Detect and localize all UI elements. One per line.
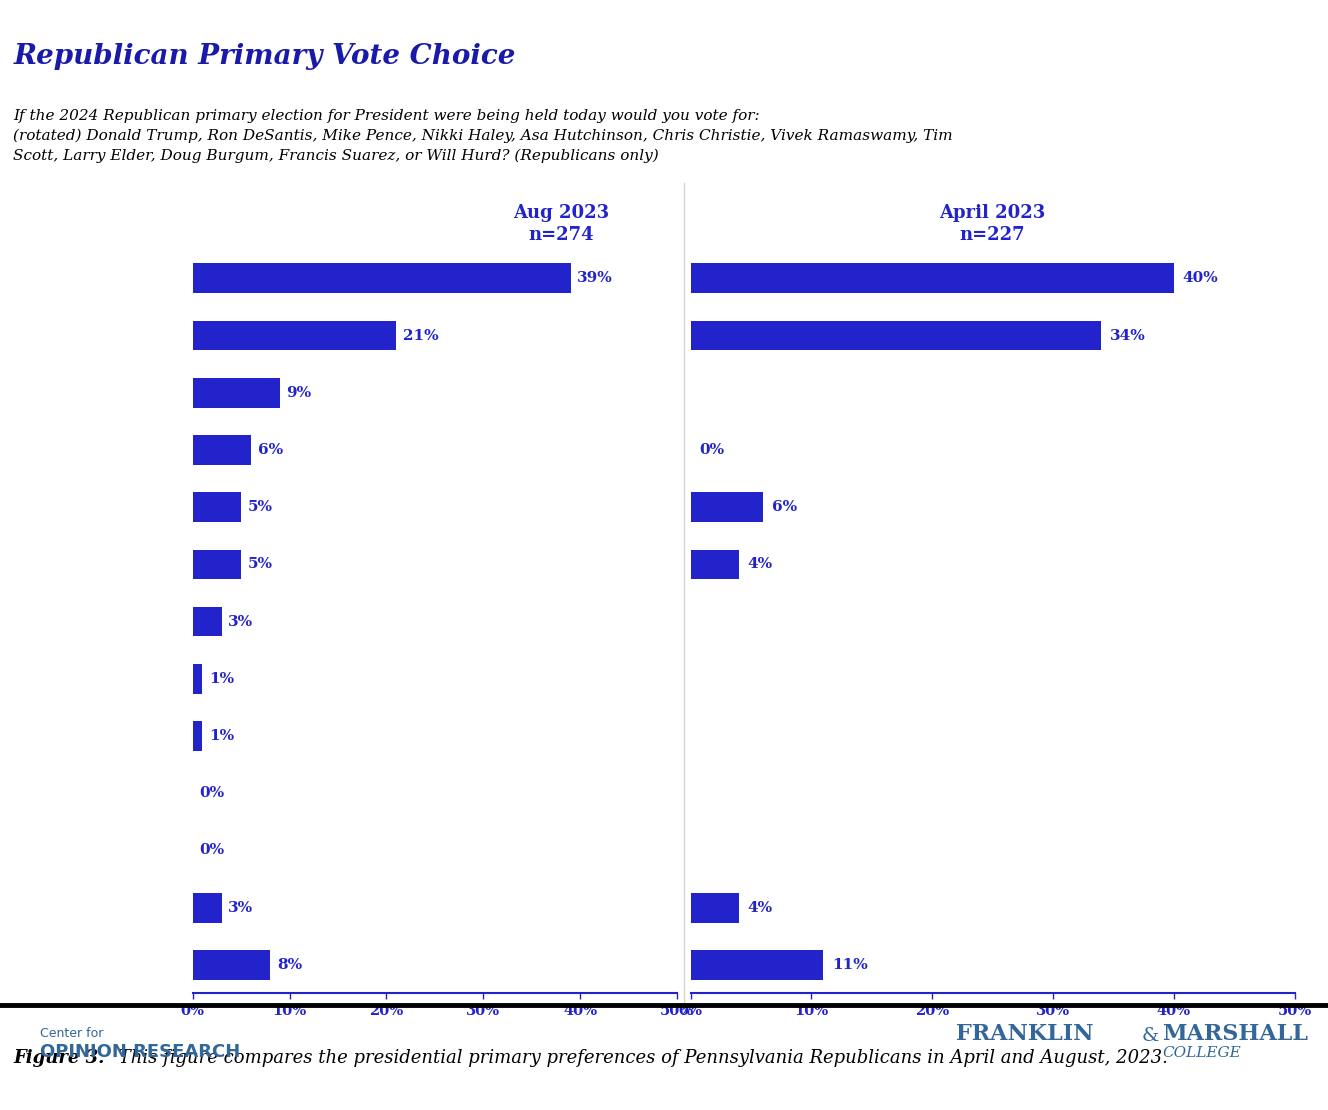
Text: 11%: 11% xyxy=(831,958,867,972)
Bar xyxy=(193,722,202,750)
Bar xyxy=(193,664,202,694)
Text: If the 2024 Republican primary election for President were being held today woul: If the 2024 Republican primary election … xyxy=(13,109,954,163)
Text: 4%: 4% xyxy=(748,900,773,915)
Bar xyxy=(193,263,571,293)
Text: 21%: 21% xyxy=(402,329,438,343)
Text: OPINION RESEARCH: OPINION RESEARCH xyxy=(40,1043,240,1061)
Text: 9%: 9% xyxy=(287,386,312,400)
Bar xyxy=(193,950,270,980)
Text: 0%: 0% xyxy=(199,786,224,800)
Text: n=227: n=227 xyxy=(960,226,1025,244)
Text: n=274: n=274 xyxy=(529,226,594,244)
Text: This figure compares the presidential primary preferences of Pennsylvania Republ: This figure compares the presidential pr… xyxy=(113,1049,1167,1067)
Text: &: & xyxy=(1142,1027,1159,1045)
Text: 3%: 3% xyxy=(228,615,254,628)
Text: 3%: 3% xyxy=(228,900,254,915)
Bar xyxy=(691,549,738,579)
Text: 8%: 8% xyxy=(278,958,301,972)
Text: 1%: 1% xyxy=(208,672,234,686)
Text: 6%: 6% xyxy=(258,443,283,457)
Text: Figure 3.: Figure 3. xyxy=(13,1049,105,1067)
Bar xyxy=(193,435,251,465)
Text: Aug 2023: Aug 2023 xyxy=(513,204,610,222)
Text: MARSHALL: MARSHALL xyxy=(1162,1023,1308,1046)
Text: 34%: 34% xyxy=(1110,329,1146,343)
Text: April 2023: April 2023 xyxy=(939,204,1046,222)
Bar xyxy=(691,263,1174,293)
Bar xyxy=(193,549,242,579)
Text: 5%: 5% xyxy=(248,557,272,572)
Text: 5%: 5% xyxy=(248,501,272,514)
Text: 4%: 4% xyxy=(748,557,773,572)
Text: 40%: 40% xyxy=(1182,271,1218,285)
Text: 1%: 1% xyxy=(208,729,234,743)
Text: COLLEGE: COLLEGE xyxy=(1162,1046,1240,1060)
Bar xyxy=(691,321,1101,351)
Bar xyxy=(691,892,738,922)
Bar xyxy=(691,493,764,522)
Bar xyxy=(193,321,396,351)
Text: FRANKLIN: FRANKLIN xyxy=(956,1023,1094,1046)
Text: 6%: 6% xyxy=(772,501,797,514)
Text: 0%: 0% xyxy=(699,443,724,457)
Bar xyxy=(193,493,242,522)
Text: Center for: Center for xyxy=(40,1027,104,1040)
Text: 39%: 39% xyxy=(578,271,614,285)
Bar xyxy=(691,950,823,980)
Bar xyxy=(193,607,222,636)
Text: Republican Primary Vote Choice: Republican Primary Vote Choice xyxy=(13,42,515,70)
Bar xyxy=(193,377,280,407)
Bar xyxy=(193,892,222,922)
Text: 0%: 0% xyxy=(199,844,224,857)
